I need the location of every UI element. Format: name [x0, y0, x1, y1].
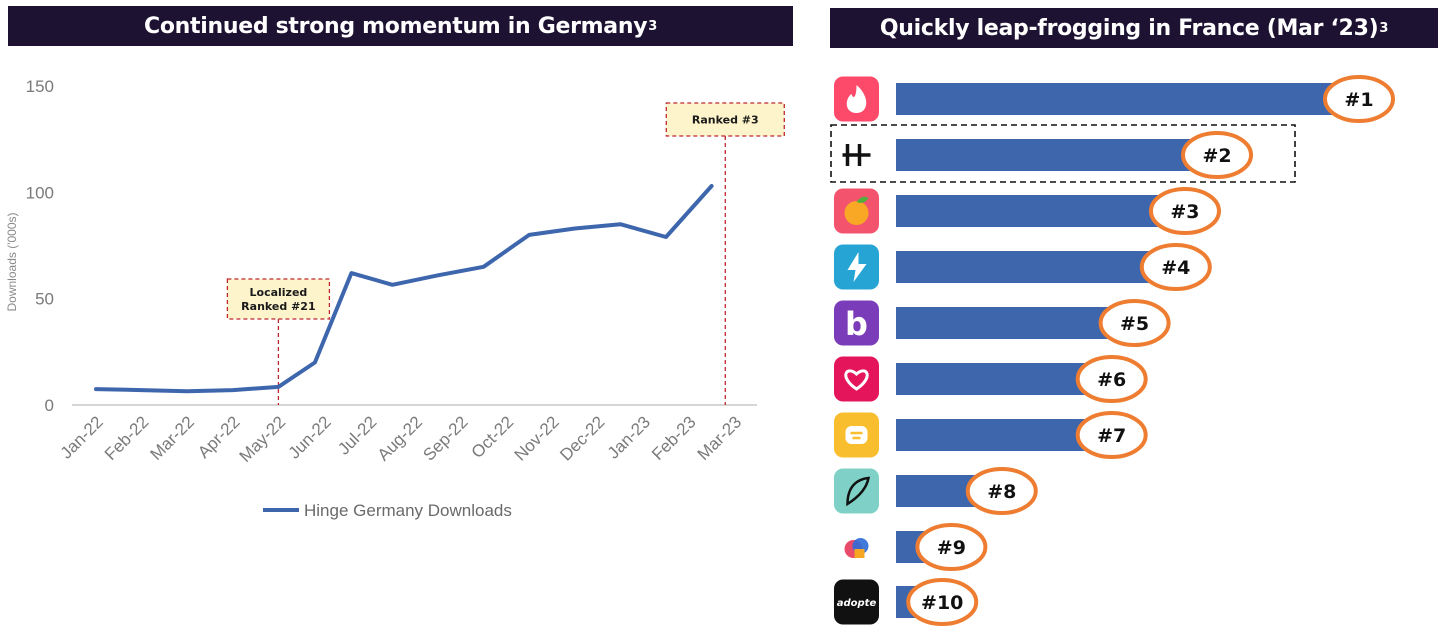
annotation-label: Localized	[250, 286, 308, 299]
legend-label: Hinge Germany Downloads	[304, 501, 512, 520]
left-panel-title: Continued strong momentum in Germany 3	[8, 6, 793, 46]
lovoo-icon	[844, 538, 869, 558]
bolt-shape	[847, 252, 867, 282]
rank-ring	[1148, 187, 1221, 235]
rank-ring	[1075, 355, 1148, 403]
right-title-footnote: 3	[1379, 20, 1389, 36]
y-tick-label: 50	[35, 290, 54, 309]
rank-label-10: #10	[921, 592, 963, 614]
annotation-box	[665, 102, 785, 137]
heart-icon	[844, 369, 869, 391]
feather-shape	[846, 476, 871, 507]
rank-ring	[906, 578, 979, 626]
rank-ring	[965, 467, 1038, 515]
rank-ring	[1323, 75, 1395, 123]
bar-rank-3	[896, 195, 1180, 227]
y-tick-label: 0	[45, 396, 54, 415]
hinge-h-icon	[842, 144, 871, 166]
feather-icon	[846, 476, 871, 507]
tinder-flame-icon	[846, 85, 867, 113]
rank-label-1: #1	[1344, 89, 1373, 111]
bar-rank-7	[896, 419, 1107, 451]
y-tick-label: 150	[26, 77, 54, 96]
heart-shape	[844, 369, 869, 391]
peach-icon	[844, 196, 869, 225]
bar-rank-6	[896, 363, 1107, 395]
rank-ring	[1075, 411, 1148, 459]
feather-icon-tile	[834, 468, 879, 514]
y-axis-title: Downloads ('000s)	[5, 212, 19, 311]
badoo-b-icon-tile	[834, 300, 879, 346]
rank-label-2: #2	[1202, 145, 1231, 167]
rank-ring	[1098, 299, 1171, 347]
right-title-text: Quickly leap-frogging in France (Mar ‘23…	[879, 15, 1379, 41]
rank-ring	[1181, 131, 1254, 179]
rank-label-3: #3	[1170, 201, 1199, 223]
bar-rank-5	[896, 307, 1130, 339]
peach-leaf	[856, 196, 869, 203]
badoo-b-glyph: b	[845, 305, 868, 343]
left-title-footnote: 3	[648, 18, 657, 34]
rank-label-7: #7	[1097, 425, 1126, 447]
bar-rank-1	[896, 83, 1354, 115]
adopte-wordmark-tile	[834, 579, 879, 625]
adopte-wordmark: adopte	[837, 598, 877, 609]
annotation-box	[226, 278, 331, 320]
rank-label-4: #4	[1161, 257, 1190, 279]
highlight-box	[830, 124, 1296, 183]
flame-shape	[846, 85, 867, 113]
rank-ring	[915, 523, 988, 571]
bar-rank-4	[896, 251, 1171, 283]
bar-rank-2	[896, 139, 1213, 171]
peach-shape	[844, 201, 869, 225]
left-title-text: Continued strong momentum in Germany	[144, 13, 648, 39]
hinge-h-shape	[842, 144, 871, 166]
annotation-label: Ranked #21	[241, 300, 315, 313]
adopte-wordmark-text: adopte	[837, 598, 877, 609]
heart-icon-tile	[834, 356, 879, 402]
y-tick-label: 100	[26, 183, 54, 202]
rank-label-8: #8	[987, 481, 1016, 503]
badoo-b-icon: b	[845, 305, 868, 343]
rank-ring	[1139, 243, 1212, 291]
rank-label-6: #6	[1097, 369, 1126, 391]
bumble-hex	[845, 426, 868, 444]
annotation-label: Ranked #3	[692, 114, 759, 127]
lovoo-orange	[854, 549, 865, 558]
right-panel-title: Quickly leap-frogging in France (Mar ‘23…	[830, 8, 1438, 48]
rank-label-5: #5	[1120, 313, 1149, 335]
happn-bolt-icon	[847, 252, 867, 282]
series-line-hinge-germany	[94, 184, 714, 394]
rank-label-9: #9	[937, 537, 966, 559]
bumble-icon	[845, 426, 868, 444]
